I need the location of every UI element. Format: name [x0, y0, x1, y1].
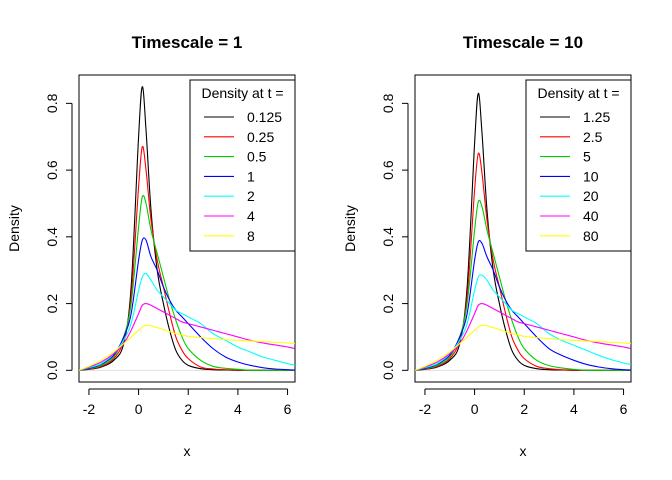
legend-label: 2.5 [583, 129, 603, 145]
chart-panel-1: Timescale = 1 -2 0 2 4 6 x 0.0 0.2 0.4 0.6 0.8 Densi… [6, 33, 296, 459]
y-tick-label: 0.4 [44, 227, 60, 247]
chart-title: Timescale = 1 [132, 33, 243, 52]
series-group [415, 92, 631, 371]
y-axis-label: Density [6, 205, 22, 252]
x-tick-label: 0 [471, 401, 479, 417]
series-line-1 [79, 237, 295, 371]
y-tick-label: 0.6 [380, 160, 396, 180]
x-tick-label: 4 [234, 401, 242, 417]
legend-label: 0.5 [247, 149, 267, 165]
series-line-8 [79, 324, 295, 371]
legend-label: 20 [583, 188, 599, 204]
series-line-2 [79, 272, 295, 371]
x-tick-label: 2 [520, 401, 528, 417]
legend-label: 80 [583, 228, 599, 244]
series-line-20 [415, 274, 631, 371]
series-group [79, 86, 295, 371]
legend-box [525, 79, 632, 252]
legend-label: 1.25 [583, 109, 610, 125]
series-line-80 [415, 324, 631, 371]
legend-label: 0.25 [247, 129, 274, 145]
chart-panel-2: Timescale = 10 -2 0 2 4 6 x 0.0 0.2 0.4 0.6 0.8 Dens… [342, 33, 632, 459]
legend-label: 1 [247, 168, 255, 184]
x-tick-label: 6 [620, 401, 628, 417]
x-tick-label: 4 [570, 401, 578, 417]
x-axis-label: x [520, 443, 527, 459]
legend-box [189, 79, 296, 252]
x-tick-label: 2 [184, 401, 192, 417]
chart-title: Timescale = 10 [463, 33, 583, 52]
y-tick-label: 0.6 [44, 160, 60, 180]
x-axis-label: x [184, 443, 191, 459]
y-tick-label: 0.2 [380, 294, 396, 314]
x-tick-label: 6 [284, 401, 292, 417]
legend-label: 0.125 [247, 109, 282, 125]
y-tick-label: 0.8 [44, 93, 60, 113]
y-tick-label: 0.4 [380, 227, 396, 247]
y-tick-label: 0.0 [380, 360, 396, 380]
legend-label: 5 [583, 149, 591, 165]
x-tick-label: -2 [419, 401, 432, 417]
legend-label: 2 [247, 188, 255, 204]
legend-title: Density at t = [201, 85, 283, 101]
x-tick-label: -2 [83, 401, 96, 417]
legend-label: 40 [583, 208, 599, 224]
legend-label: 4 [247, 208, 255, 224]
legend-label: 10 [583, 168, 599, 184]
legend: Density at t = 1.25 2.5 5 10 20 40 80 [525, 79, 632, 252]
legend-title: Density at t = [537, 85, 619, 101]
y-tick-label: 0.0 [44, 360, 60, 380]
legend-label: 8 [247, 228, 255, 244]
series-line-10 [415, 239, 631, 371]
y-axis-label: Density [342, 205, 358, 252]
y-tick-label: 0.2 [44, 294, 60, 314]
x-tick-label: 0 [135, 401, 143, 417]
legend: Density at t = 0.125 0.25 0.5 1 2 4 8 [189, 79, 296, 252]
y-tick-label: 0.8 [380, 93, 396, 113]
